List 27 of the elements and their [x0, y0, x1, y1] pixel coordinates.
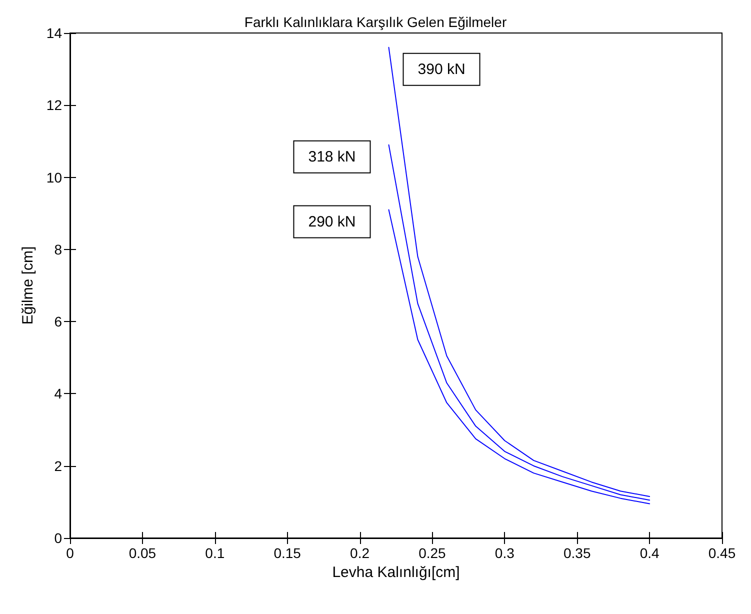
x-tick-label: 0.3 — [494, 545, 515, 561]
line-series — [388, 144, 650, 501]
x-tick-label: 0.45 — [708, 545, 736, 561]
line-series — [388, 209, 650, 504]
y-tick-label: 14 — [46, 25, 62, 41]
y-tick-label: 6 — [54, 314, 62, 330]
series-label: 390 kN — [418, 60, 466, 78]
chart-title: Farklı Kalınlıklara Karşılık Gelen Eğilmeler — [244, 14, 507, 30]
line-series — [388, 46, 650, 498]
x-tick-label: 0.05 — [128, 545, 156, 561]
y-tick-label: 10 — [46, 169, 62, 186]
y-tick-label: 8 — [54, 241, 62, 258]
text: 290 kN — [308, 213, 356, 230]
x-tick-label: 0.1 — [205, 545, 225, 561]
y-tick-label: 4 — [54, 386, 62, 402]
x-tick-label: 0.2 — [350, 545, 370, 561]
x-axis-title: Levha Kalınlığı[cm] — [332, 564, 460, 581]
y-axis-title: Eğilme [cm] — [20, 246, 37, 325]
x-tick-label: 0.15 — [274, 545, 302, 561]
x-tick-label: 0 — [66, 545, 74, 561]
y-tick-label: 12 — [46, 97, 62, 114]
y-tick-label: 2 — [54, 458, 62, 474]
y-tick-label: 0 — [54, 530, 62, 546]
x-tick-label: 0.35 — [563, 545, 591, 561]
text: 318 kN — [308, 148, 356, 166]
x-tick-label: 0.4 — [640, 545, 660, 561]
x-tick-label: 0.25 — [418, 545, 446, 561]
